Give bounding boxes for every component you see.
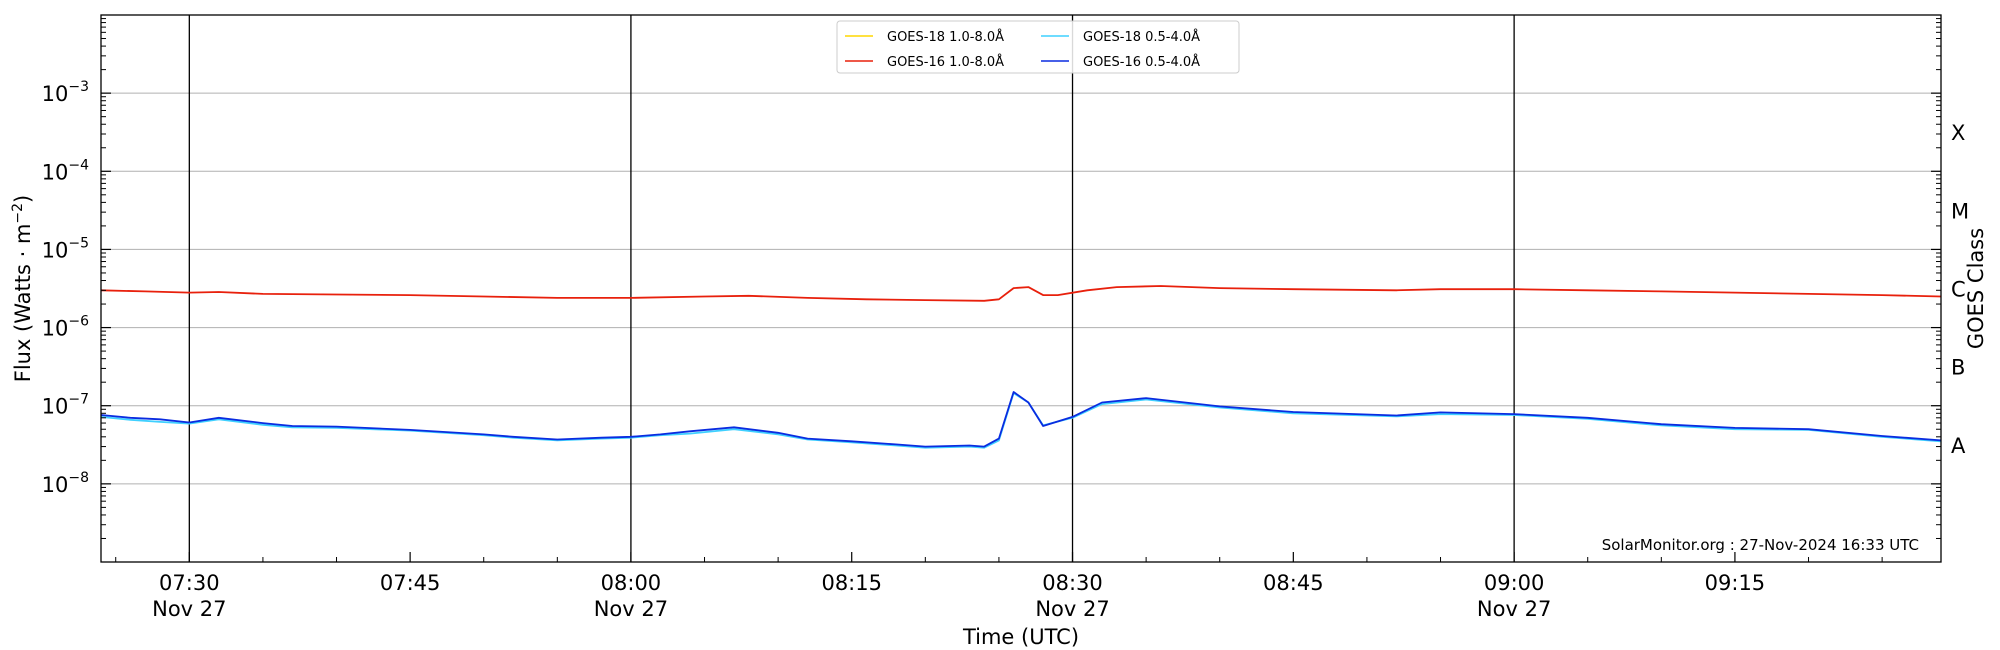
series-lines: [100, 285, 1942, 449]
legend-label: GOES-16 1.0-8.0Å: [887, 54, 1004, 70]
x-tick-date-label: Nov 27: [152, 597, 226, 621]
axis-ticks: [101, 18, 1941, 562]
plot-area-frame: [100, 14, 1942, 563]
x-tick-label: 08:30: [1042, 571, 1103, 595]
x-tick-label: 07:30: [159, 571, 220, 595]
day-marker-lines: [188, 15, 1515, 562]
goes-class-x: X: [1951, 121, 1965, 145]
gridlines: [101, 92, 1941, 485]
legend: GOES-18 1.0-8.0Å GOES-16 1.0-8.0Å GOES-18 …: [836, 20, 1240, 74]
legend-label: GOES-16 0.5-4.0Å: [1083, 54, 1200, 70]
x-axis-label: Time (UTC): [962, 625, 1079, 649]
y-tick-label: 10−5: [42, 235, 89, 262]
y-tick-label: 10−3: [42, 79, 89, 106]
goes-class-a: A: [1951, 434, 1966, 458]
legend-label: GOES-18 1.0-8.0Å: [887, 29, 1004, 45]
y-tick-label: 10−4: [42, 157, 89, 184]
x-tick-label: 08:00: [601, 571, 662, 595]
y-axis-label: Flux (Watts · m−2): [10, 195, 35, 383]
goes-class-axis-label: GOES Class: [1964, 228, 1988, 349]
goes-class-m: M: [1951, 199, 1969, 223]
x-tick-label: 08:45: [1263, 571, 1324, 595]
x-tick-label: 09:15: [1705, 571, 1766, 595]
goes-class-b: B: [1951, 356, 1965, 380]
x-tick-label: 07:45: [380, 571, 441, 595]
credit-text: SolarMonitor.org : 27-Nov-2024 16:33 UTC: [1602, 536, 1919, 554]
legend-box: [836, 20, 1240, 74]
x-tick-date-label: Nov 27: [594, 597, 668, 621]
x-tick-date-label: Nov 27: [1035, 597, 1109, 621]
y-tick-label: 10−7: [42, 392, 89, 419]
goes-class-labels: A B C M X: [1951, 121, 1969, 458]
y-tick-labels: 10−8 10−7 10−6 10−5 10−4 10−3: [42, 79, 89, 497]
legend-label: GOES-18 0.5-4.0Å: [1083, 29, 1200, 45]
y-tick-label: 10−6: [42, 314, 89, 341]
x-tick-label: 08:15: [821, 571, 882, 595]
x-tick-label: 09:00: [1484, 571, 1545, 595]
series-line-4: [100, 391, 1942, 448]
series-line-3: [100, 392, 1942, 449]
x-tick-date-label: Nov 27: [1477, 597, 1551, 621]
y-tick-label: 10−8: [42, 470, 89, 497]
series-line-2: [100, 285, 1942, 302]
goes-class-c: C: [1951, 278, 1966, 302]
